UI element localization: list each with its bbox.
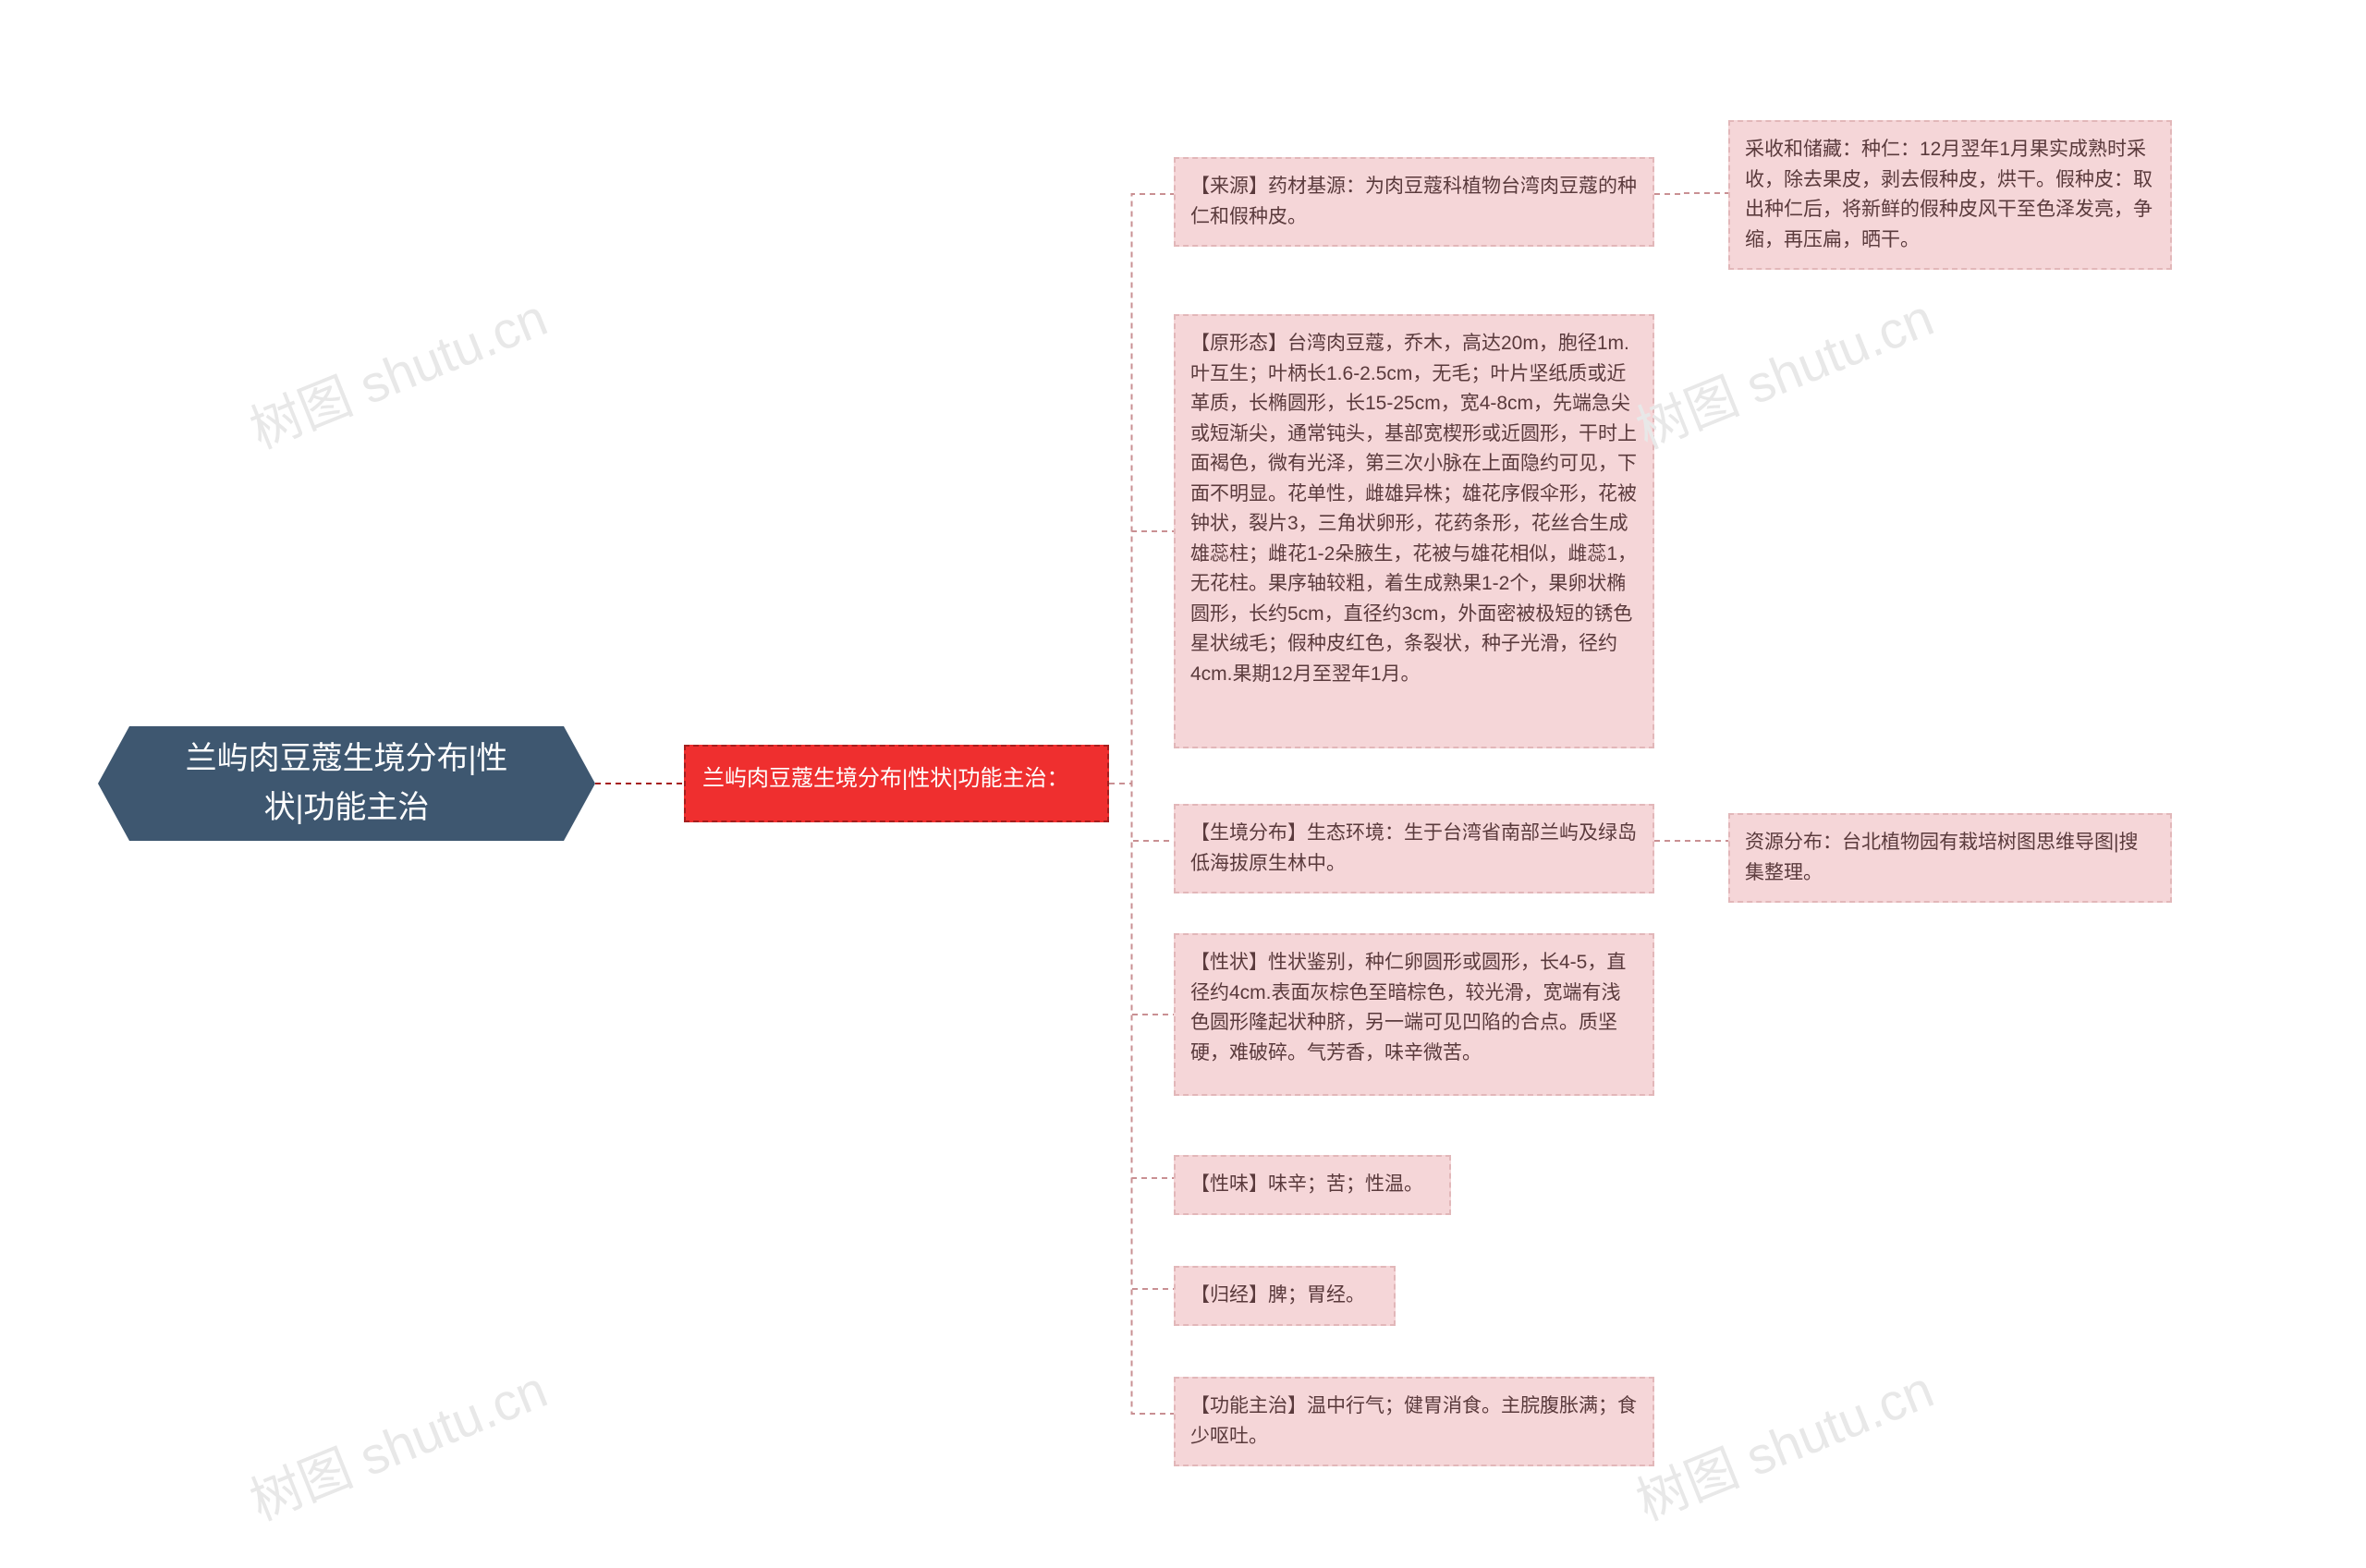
leaf-node-2: 【生境分布】生态环境：生于台湾省南部兰屿及绿岛低海拔原生林中。 <box>1174 804 1654 893</box>
leaf-label: 【性状】性状鉴别，种仁卵圆形或圆形，长4-5，直径约4cm.表面灰棕色至暗棕色，… <box>1190 952 1626 1064</box>
leaf-label: 【生境分布】生态环境：生于台湾省南部兰屿及绿岛低海拔原生林中。 <box>1190 822 1637 874</box>
watermark: 树图 shutu.cn <box>238 1348 556 1535</box>
root-node: 兰屿肉豆蔻生境分布|性状|功能主治 <box>129 726 564 841</box>
watermark: 树图 shutu.cn <box>1624 1348 1943 1535</box>
leaf-label: 【原形态】台湾肉豆蔻，乔木，高达20m，胞径1m.叶互生；叶柄长1.6-2.5c… <box>1190 333 1637 685</box>
watermark: 树图 shutu.cn <box>238 276 556 463</box>
leaf-node-5: 【归经】脾；胃经。 <box>1174 1266 1396 1326</box>
leaf-label: 采收和储藏：种仁：12月翌年1月果实成熟时采收，除去果皮，剥去假种皮，烘干。假种… <box>1745 139 2153 250</box>
leaf-node-3: 【性状】性状鉴别，种仁卵圆形或圆形，长4-5，直径约4cm.表面灰棕色至暗棕色，… <box>1174 933 1654 1096</box>
watermark: 树图 shutu.cn <box>1624 276 1943 463</box>
leaf-label: 【来源】药材基源：为肉豆蔻科植物台湾肉豆蔻的种仁和假种皮。 <box>1190 176 1637 227</box>
leaf-label: 【归经】脾；胃经。 <box>1190 1284 1365 1306</box>
leaf-node-4: 【性味】味辛；苦；性温。 <box>1174 1155 1451 1215</box>
leaf-node-0-child: 采收和储藏：种仁：12月翌年1月果实成熟时采收，除去果皮，剥去假种皮，烘干。假种… <box>1728 120 2172 270</box>
leaf-label: 资源分布：台北植物园有栽培树图思维导图|搜集整理。 <box>1745 832 2138 883</box>
leaf-node-6: 【功能主治】温中行气；健胃消食。主脘腹胀满；食少呕吐。 <box>1174 1377 1654 1466</box>
leaf-node-1: 【原形态】台湾肉豆蔻，乔木，高达20m，胞径1m.叶互生；叶柄长1.6-2.5c… <box>1174 314 1654 748</box>
sub-node: 兰屿肉豆蔻生境分布|性状|功能主治： <box>684 745 1109 822</box>
leaf-node-2-child: 资源分布：台北植物园有栽培树图思维导图|搜集整理。 <box>1728 813 2172 903</box>
leaf-node-0: 【来源】药材基源：为肉豆蔻科植物台湾肉豆蔻的种仁和假种皮。 <box>1174 157 1654 247</box>
root-label: 兰屿肉豆蔻生境分布|性状|功能主治 <box>166 735 527 832</box>
leaf-label: 【性味】味辛；苦；性温。 <box>1190 1173 1423 1195</box>
sub-label: 兰屿肉豆蔻生境分布|性状|功能主治： <box>702 766 1068 791</box>
leaf-label: 【功能主治】温中行气；健胃消食。主脘腹胀满；食少呕吐。 <box>1190 1395 1637 1447</box>
